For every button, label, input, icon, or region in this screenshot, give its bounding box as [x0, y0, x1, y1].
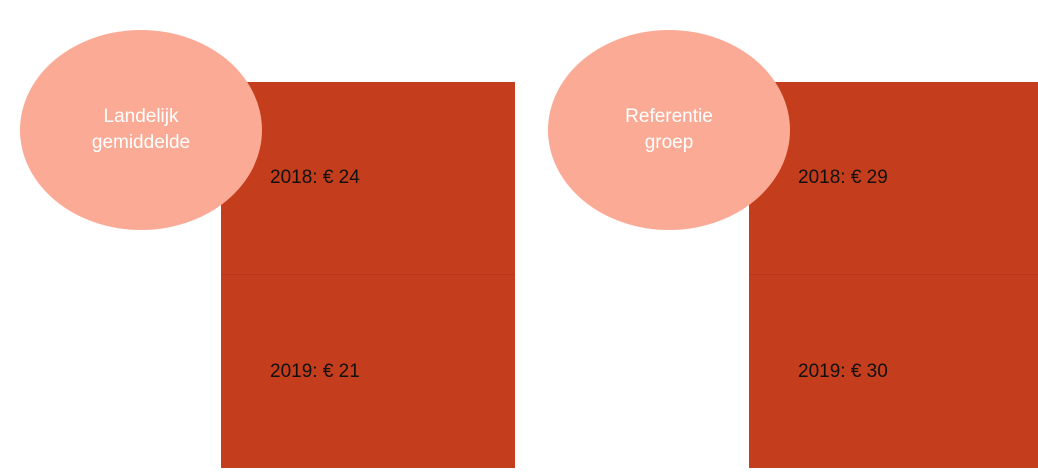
- value-label: 2019: € 30: [798, 360, 888, 382]
- value-label: 2018: € 24: [221, 82, 515, 275]
- group-circle: Referentie groep: [548, 30, 790, 230]
- group-label: gemiddelde: [91, 132, 191, 153]
- group: 2018: € 29 2019: € 30 Referentie groep: [548, 0, 1038, 472]
- group: 2018: € 24 2019: € 21 Landelijk gemiddelde: [20, 0, 520, 472]
- value-label: 2019: € 21: [270, 360, 360, 382]
- value-box: 2018: € 24 2019: € 21: [221, 82, 515, 468]
- group-label: Referentie: [625, 106, 713, 127]
- group-label: groep: [644, 132, 694, 153]
- group-circle: Landelijk gemiddelde: [20, 30, 262, 230]
- group-label: Landelijk: [103, 106, 179, 127]
- value-label: 2018: € 29: [749, 82, 1038, 275]
- value-box: 2018: € 29 2019: € 30: [749, 82, 1038, 468]
